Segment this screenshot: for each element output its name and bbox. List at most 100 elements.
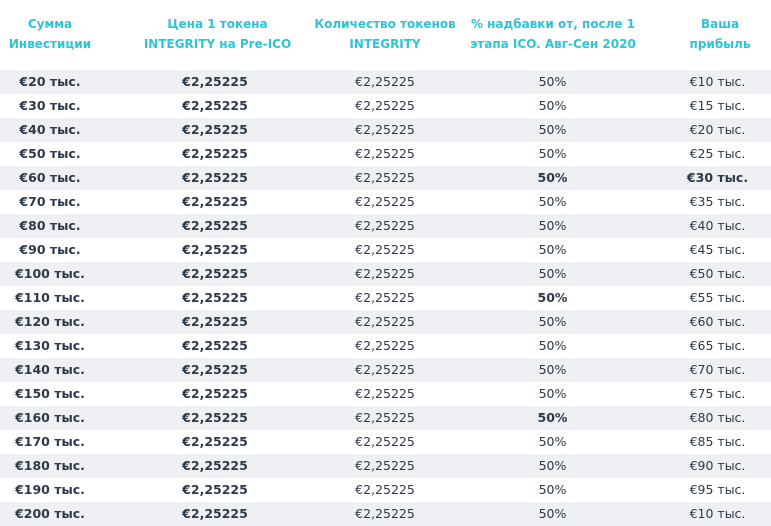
table-row: €110 тыс. €2,25225 €2,25225 50% €55 тыс. bbox=[0, 286, 771, 310]
table-row: €30 тыс. €2,25225 €2,25225 50% €15 тыс. bbox=[0, 94, 771, 118]
profit-cell: €20 тыс. bbox=[689, 122, 746, 137]
table-row: €160 тыс. €2,25225 €2,25225 50% €80 тыс. bbox=[0, 406, 771, 430]
profit-cell: €85 тыс. bbox=[689, 434, 746, 449]
price-cell: €2,25225 bbox=[182, 218, 248, 233]
table-header: Сумма Инвестиции Цена 1 токена INTEGRITY… bbox=[0, 0, 771, 70]
price-cell: €2,25225 bbox=[182, 194, 248, 209]
table-row: €60 тыс. €2,25225 €2,25225 50% €30 тыс. bbox=[0, 166, 771, 190]
amount-cell: €180 тыс. bbox=[15, 458, 85, 473]
percent-cell: 50% bbox=[538, 266, 567, 281]
amount-cell: €150 тыс. bbox=[15, 386, 85, 401]
quantity-cell: €2,25225 bbox=[355, 122, 415, 137]
profit-cell: €45 тыс. bbox=[689, 242, 746, 257]
amount-cell: €120 тыс. bbox=[15, 314, 85, 329]
quantity-cell: €2,25225 bbox=[355, 362, 415, 377]
quantity-cell: €2,25225 bbox=[355, 242, 415, 257]
quantity-cell: €2,25225 bbox=[355, 98, 415, 113]
profit-cell: €10 тыс. bbox=[689, 506, 746, 521]
amount-cell: €40 тыс. bbox=[19, 122, 81, 137]
price-cell: €2,25225 bbox=[182, 146, 248, 161]
amount-cell: €50 тыс. bbox=[19, 146, 81, 161]
profit-cell: €70 тыс. bbox=[689, 362, 746, 377]
amount-cell: €190 тыс. bbox=[15, 482, 85, 497]
price-cell: €2,25225 bbox=[182, 74, 248, 89]
percent-cell: 50% bbox=[537, 170, 568, 185]
price-cell: €2,25225 bbox=[182, 482, 248, 497]
header-amount: Сумма Инвестиции bbox=[8, 17, 92, 51]
table-row: €200 тыс. €2,25225 €2,25225 50% €10 тыс. bbox=[0, 502, 771, 526]
percent-cell: 50% bbox=[538, 338, 567, 353]
percent-cell: 50% bbox=[538, 242, 567, 257]
price-cell: €2,25225 bbox=[182, 266, 248, 281]
profit-cell: €40 тыс. bbox=[689, 218, 746, 233]
price-cell: €2,25225 bbox=[182, 122, 248, 137]
percent-cell: 50% bbox=[537, 290, 568, 305]
price-cell: €2,25225 bbox=[182, 434, 248, 449]
quantity-cell: €2,25225 bbox=[355, 290, 415, 305]
price-cell: €2,25225 bbox=[182, 458, 248, 473]
quantity-cell: €2,25225 bbox=[355, 338, 415, 353]
profit-cell: €80 тыс. bbox=[689, 410, 746, 425]
table-row: €130 тыс. €2,25225 €2,25225 50% €65 тыс. bbox=[0, 334, 771, 358]
price-cell: €2,25225 bbox=[182, 170, 248, 185]
percent-cell: 50% bbox=[538, 74, 567, 89]
quantity-cell: €2,25225 bbox=[355, 458, 415, 473]
quantity-cell: €2,25225 bbox=[355, 386, 415, 401]
amount-cell: €30 тыс. bbox=[19, 98, 81, 113]
percent-cell: 50% bbox=[538, 314, 567, 329]
table-row: €80 тыс. €2,25225 €2,25225 50% €40 тыс. bbox=[0, 214, 771, 238]
quantity-cell: €2,25225 bbox=[355, 170, 415, 185]
percent-cell: 50% bbox=[538, 194, 567, 209]
price-cell: €2,25225 bbox=[182, 410, 248, 425]
profit-cell: €15 тыс. bbox=[689, 98, 746, 113]
table-row: €190 тыс. €2,25225 €2,25225 50% €95 тыс. bbox=[0, 478, 771, 502]
percent-cell: 50% bbox=[538, 122, 567, 137]
profit-cell: €25 тыс. bbox=[689, 146, 746, 161]
table-row: €40 тыс. €2,25225 €2,25225 50% €20 тыс. bbox=[0, 118, 771, 142]
header-percent: % надбавки от, после 1 этапа ICO. Авг-Се… bbox=[470, 17, 636, 51]
amount-cell: €140 тыс. bbox=[15, 362, 85, 377]
percent-cell: 50% bbox=[538, 482, 567, 497]
percent-cell: 50% bbox=[538, 98, 567, 113]
amount-cell: €90 тыс. bbox=[19, 242, 81, 257]
quantity-cell: €2,25225 bbox=[355, 266, 415, 281]
amount-cell: €80 тыс. bbox=[19, 218, 81, 233]
profit-cell: €90 тыс. bbox=[689, 458, 746, 473]
amount-cell: €60 тыс. bbox=[19, 170, 81, 185]
quantity-cell: €2,25225 bbox=[355, 74, 415, 89]
percent-cell: 50% bbox=[538, 218, 567, 233]
percent-cell: 50% bbox=[538, 506, 567, 521]
price-cell: €2,25225 bbox=[182, 362, 248, 377]
quantity-cell: €2,25225 bbox=[355, 506, 415, 521]
price-cell: €2,25225 bbox=[182, 386, 248, 401]
percent-cell: 50% bbox=[537, 410, 568, 425]
quantity-cell: €2,25225 bbox=[355, 194, 415, 209]
table-row: €20 тыс. €2,25225 €2,25225 50% €10 тыс. bbox=[0, 70, 771, 94]
price-cell: €2,25225 bbox=[182, 338, 248, 353]
profit-cell: €60 тыс. bbox=[689, 314, 746, 329]
percent-cell: 50% bbox=[538, 434, 567, 449]
table-row: €50 тыс. €2,25225 €2,25225 50% €25 тыс. bbox=[0, 142, 771, 166]
quantity-cell: €2,25225 bbox=[355, 434, 415, 449]
table-row: €100 тыс. €2,25225 €2,25225 50% €50 тыс. bbox=[0, 262, 771, 286]
quantity-cell: €2,25225 bbox=[355, 482, 415, 497]
percent-cell: 50% bbox=[538, 386, 567, 401]
profit-cell: €10 тыс. bbox=[689, 74, 746, 89]
percent-cell: 50% bbox=[538, 458, 567, 473]
price-cell: €2,25225 bbox=[182, 242, 248, 257]
amount-cell: €100 тыс. bbox=[15, 266, 85, 281]
quantity-cell: €2,25225 bbox=[355, 410, 415, 425]
quantity-cell: €2,25225 bbox=[355, 314, 415, 329]
table-row: €120 тыс. €2,25225 €2,25225 50% €60 тыс. bbox=[0, 310, 771, 334]
profit-cell: €30 тыс. bbox=[686, 170, 749, 185]
amount-cell: €70 тыс. bbox=[19, 194, 81, 209]
table-body: €20 тыс. €2,25225 €2,25225 50% €10 тыс. €30 т… bbox=[0, 70, 771, 526]
header-profit: Ваша прибыль bbox=[689, 17, 751, 51]
header-price: Цена 1 токена INTEGRITY на Pre-ICO bbox=[143, 17, 292, 51]
table-row: €140 тыс. €2,25225 €2,25225 50% €70 тыс. bbox=[0, 358, 771, 382]
quantity-cell: €2,25225 bbox=[355, 218, 415, 233]
profit-cell: €75 тыс. bbox=[689, 386, 746, 401]
table-row: €150 тыс. €2,25225 €2,25225 50% €75 тыс. bbox=[0, 382, 771, 406]
amount-cell: €20 тыс. bbox=[19, 74, 81, 89]
